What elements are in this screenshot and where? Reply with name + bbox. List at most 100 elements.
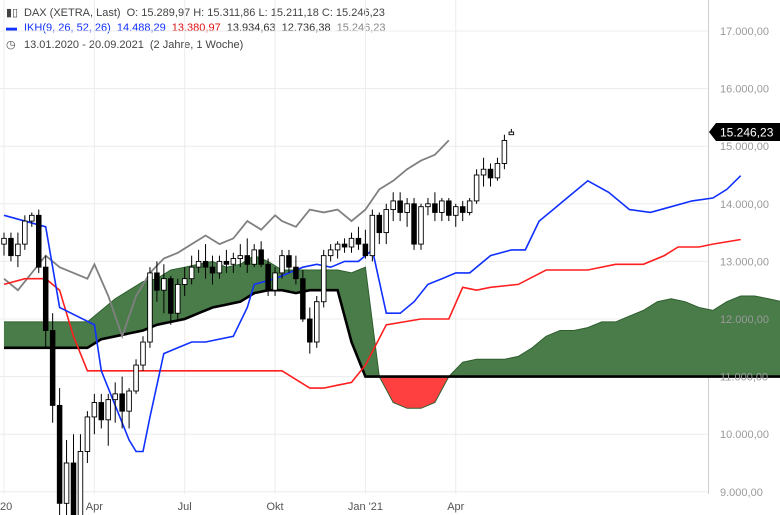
candle-body-up (508, 131, 515, 136)
candle (147, 267, 153, 348)
candle-body-down (49, 330, 56, 406)
candle-body-down (56, 404, 63, 504)
candle-body-up (188, 266, 195, 280)
candle-body-up (494, 163, 501, 179)
candle-body-up (425, 203, 431, 208)
candle (480, 157, 487, 187)
candle-body-up (279, 255, 285, 274)
tenkan-sen-line (3, 175, 742, 453)
candle (307, 307, 313, 354)
candle (286, 249, 292, 273)
candle-body-down (42, 266, 49, 331)
period-range: 13.01.2020 - 20.09.2021 (24, 39, 144, 51)
candle (119, 376, 125, 429)
candle (223, 249, 230, 273)
legend-symbol-row: ▮▯ DAX (XETRA, Last) O: 15.289,97 H: 15.31… (6, 6, 391, 19)
x-tick-label: Apr (447, 501, 464, 513)
candle-body-up (63, 462, 70, 504)
ohlc-values: O: 15.289,97 H: 15.311,86 L: 15.211,18 C… (126, 7, 385, 19)
candle (494, 157, 501, 181)
candle-body-down (376, 214, 383, 234)
candle (251, 244, 257, 268)
y-tick-label: 12.000,00 (720, 314, 769, 326)
candle-body-down (258, 249, 264, 265)
candle (320, 249, 327, 308)
candle-body-down (446, 200, 452, 216)
candle-body-down (209, 266, 216, 274)
candle (383, 203, 390, 245)
candle (272, 267, 278, 296)
candle (91, 393, 98, 435)
candle (29, 212, 35, 227)
candle (293, 255, 299, 285)
candle (230, 252, 237, 273)
candle (22, 215, 28, 250)
candle (112, 382, 118, 423)
candle-body-up (272, 272, 278, 291)
candle-body-down (70, 462, 77, 515)
candle-body-up (140, 341, 146, 366)
candle-body-down (300, 278, 306, 320)
candle (36, 209, 42, 273)
candle (105, 393, 111, 446)
candle-body-up (327, 249, 334, 257)
candle-body-up (133, 364, 139, 392)
candle-body-up (480, 168, 487, 176)
candle (181, 267, 188, 296)
candle-body-up (15, 243, 21, 257)
candle (42, 255, 49, 348)
candle (453, 203, 459, 227)
candle (390, 192, 396, 222)
candle-body-up (1, 237, 7, 245)
candle (404, 198, 410, 227)
kumo-bullish (450, 296, 780, 377)
y-tick-label: 9.000,00 (720, 487, 763, 499)
candle-body-down (459, 206, 466, 213)
candle-body-down (98, 402, 105, 421)
candle-body-down (307, 318, 313, 343)
candle-body-up (439, 200, 445, 213)
candle-body-up (22, 220, 28, 245)
candle-body-up (314, 301, 320, 343)
candle (466, 198, 473, 216)
x-tick-label: Jan '21 (348, 501, 383, 513)
candle (418, 203, 424, 250)
candle (265, 258, 271, 296)
legend-period-row: ◷ 13.01.2020 - 20.09.2021 (2 Jahre, 1 Woch… (6, 38, 249, 51)
candle-body-up (216, 260, 223, 274)
y-tick-label: 10.000,00 (720, 429, 769, 441)
candle-body-down (411, 203, 417, 245)
candle (327, 244, 334, 262)
candle (369, 209, 376, 262)
candle (195, 249, 202, 273)
candle-body-down (432, 203, 438, 213)
candle-body-up (383, 209, 390, 234)
candle (508, 128, 515, 136)
y-tick-label: 11.000,00 (720, 372, 768, 384)
candlestick-series (1, 128, 515, 515)
candle (459, 200, 466, 222)
candle (168, 275, 174, 325)
candle (334, 241, 341, 259)
y-tick-label: 14.000,00 (720, 199, 769, 211)
candle-body-up (369, 214, 376, 257)
candle (439, 198, 445, 222)
candle-body-up (105, 399, 111, 421)
candle-body-up (348, 237, 355, 248)
candle-body-down (168, 278, 174, 314)
candle-body-up (77, 451, 84, 515)
candle-body-up (501, 139, 508, 164)
candle (126, 388, 132, 429)
ichimoku-cloud (4, 255, 780, 409)
candle-body-down (36, 214, 42, 268)
candle (15, 232, 21, 268)
candle-body-up (147, 272, 153, 343)
candle (501, 134, 508, 170)
candle (49, 313, 56, 423)
candle (300, 270, 306, 322)
candle (216, 255, 223, 279)
candle (425, 198, 431, 216)
candle (279, 249, 285, 279)
candle (77, 434, 84, 515)
